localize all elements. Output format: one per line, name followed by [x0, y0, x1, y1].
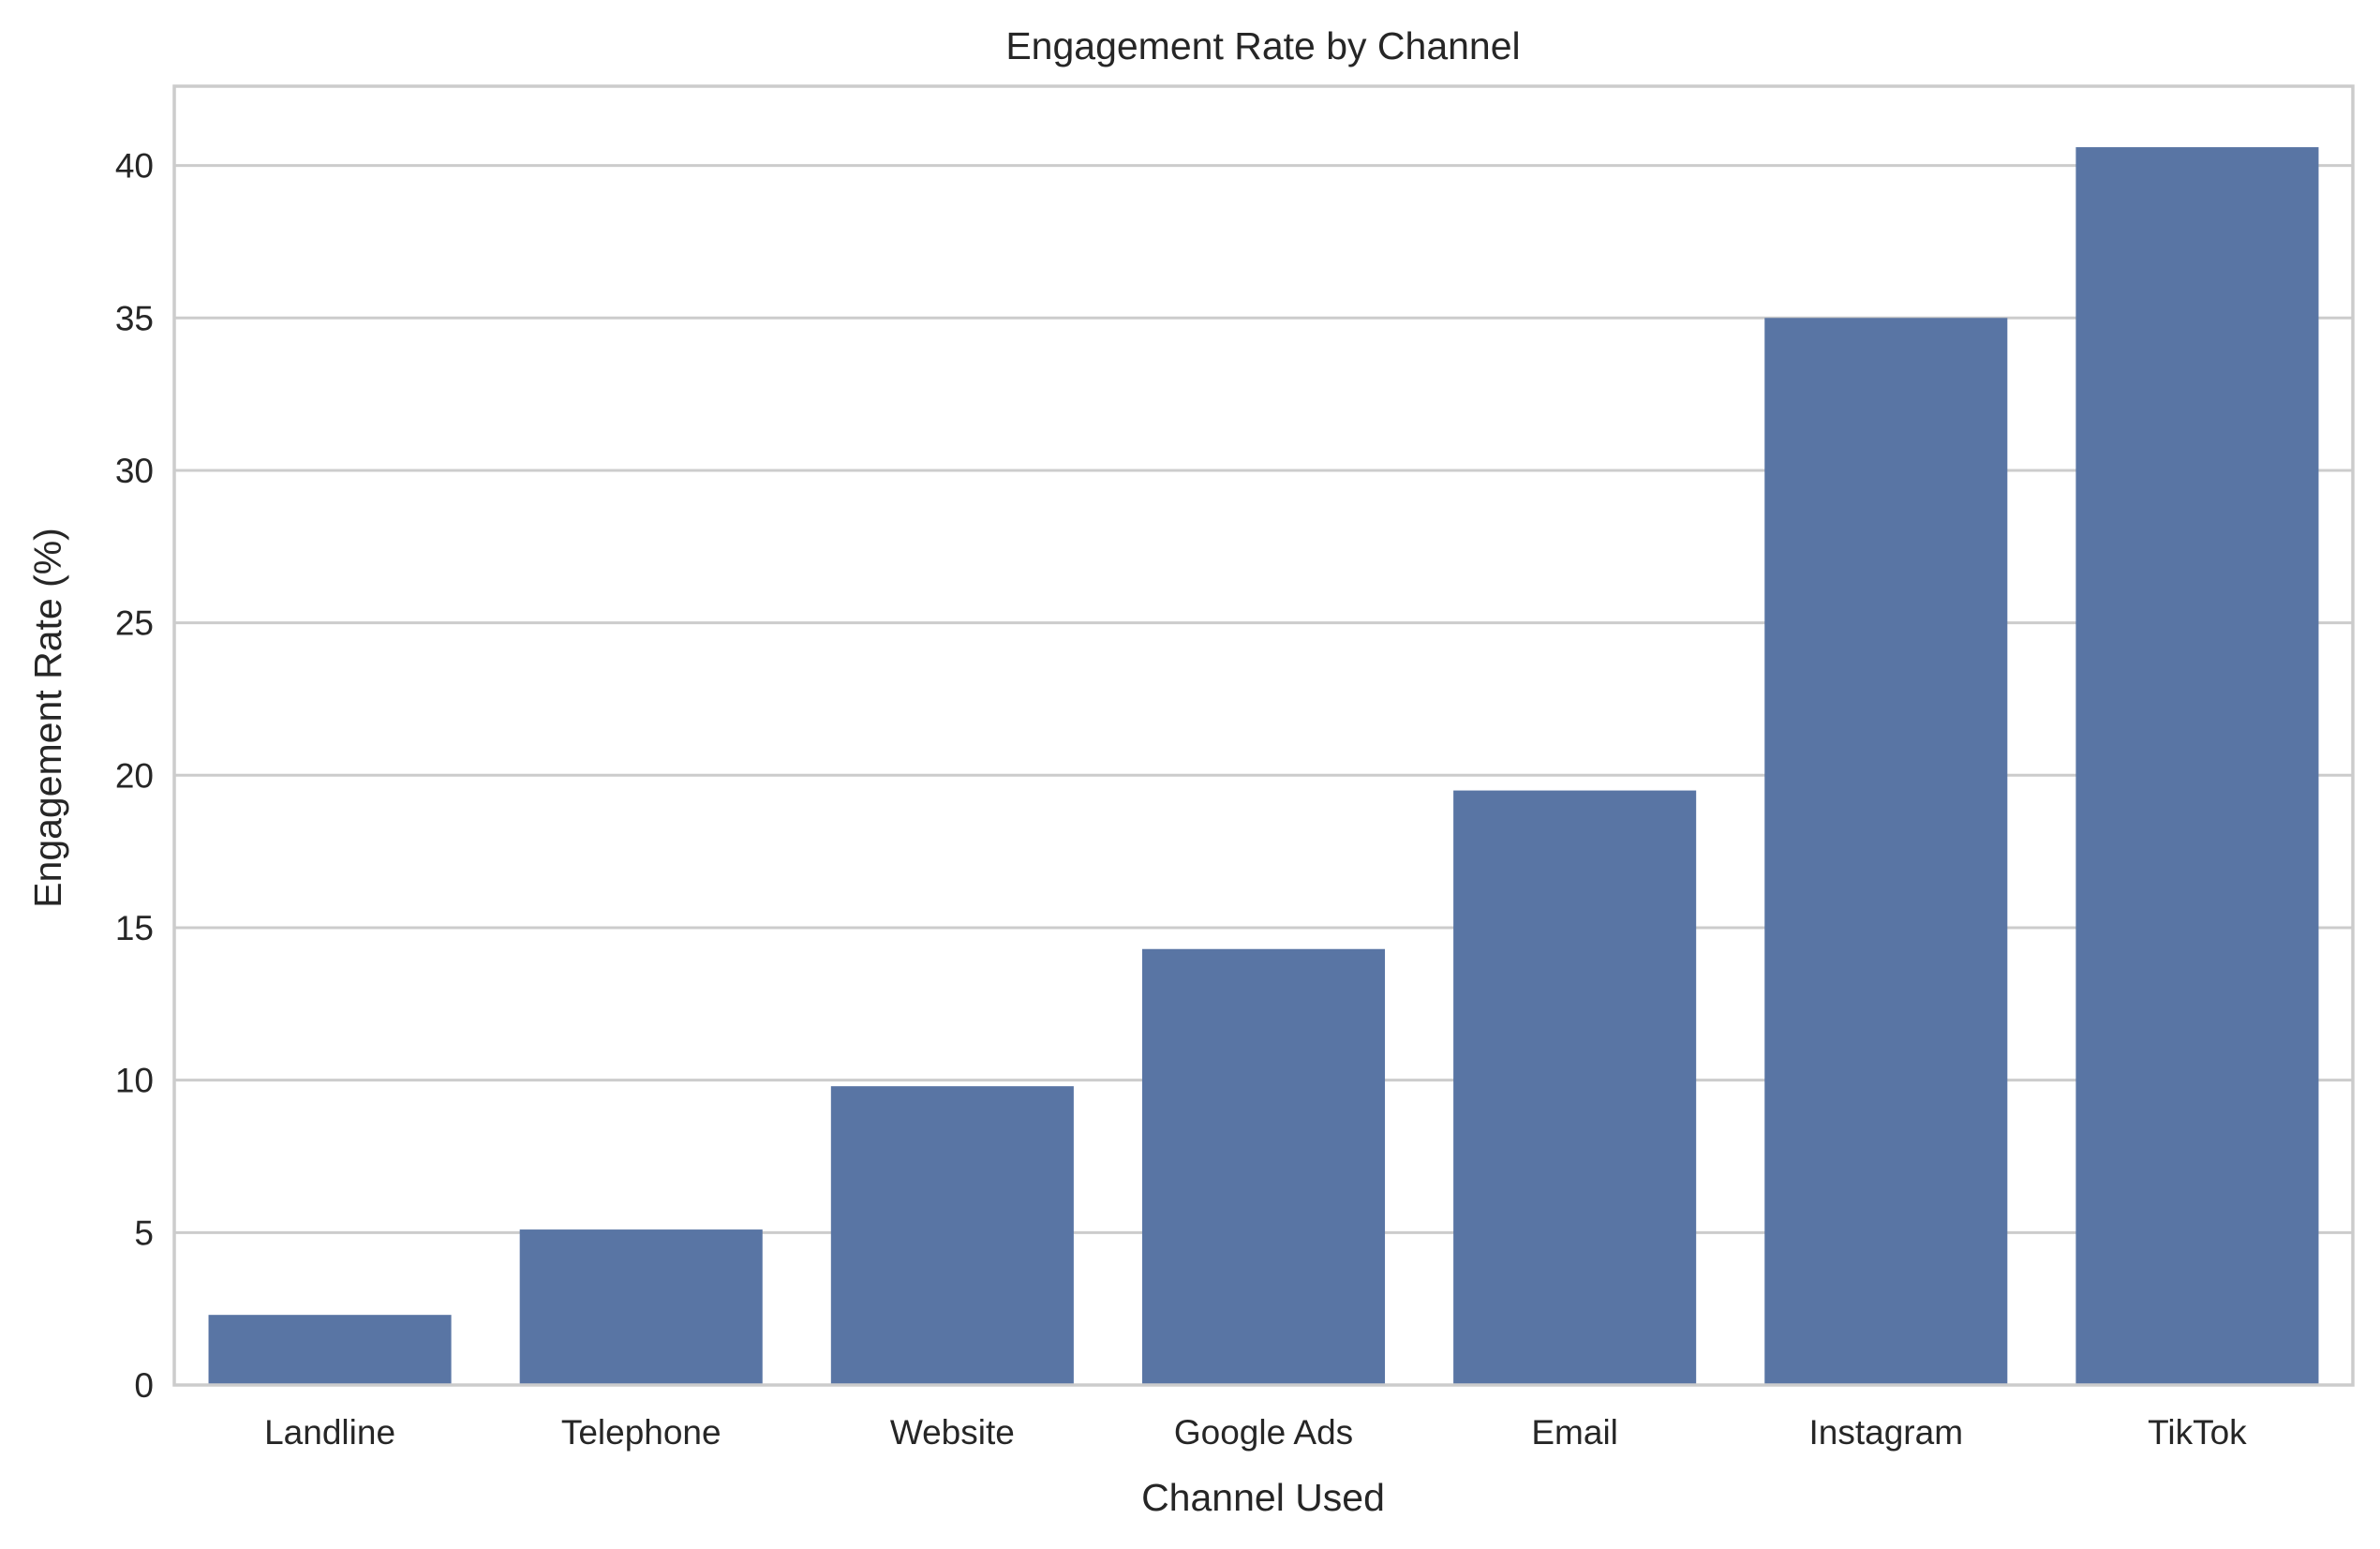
- plot-frame: [172, 84, 2355, 1387]
- x-tick-label: Landline: [264, 1413, 395, 1452]
- y-tick-label: 5: [134, 1214, 154, 1252]
- bar-google-ads: [1141, 948, 1386, 1385]
- y-tick-label: 10: [115, 1062, 154, 1100]
- y-tick-label: 15: [115, 909, 154, 947]
- x-tick-label: Website: [890, 1413, 1015, 1452]
- bar-website: [830, 1086, 1074, 1385]
- bar-email: [1453, 790, 1697, 1385]
- bar-instagram: [1764, 318, 2008, 1386]
- bar-telephone: [519, 1229, 763, 1385]
- x-tick-label: Email: [1531, 1413, 1618, 1452]
- y-tick-labels: 0 5 10 15 20 25 30 35 40: [115, 147, 154, 1405]
- x-tick-label: Instagram: [1809, 1413, 1964, 1452]
- x-tick-label: Telephone: [561, 1413, 721, 1452]
- y-tick-label: 30: [115, 452, 154, 490]
- bar-landline: [208, 1315, 452, 1385]
- chart-title: Engagement Rate by Channel: [1005, 24, 1520, 67]
- y-axis-label: Engagement Rate (%): [26, 528, 69, 908]
- bars: [208, 147, 2319, 1386]
- bar-tiktok: [2075, 147, 2319, 1385]
- y-tick-label: 35: [115, 299, 154, 337]
- y-tick-label: 0: [134, 1366, 154, 1405]
- y-tick-label: 25: [115, 604, 154, 643]
- x-tick-labels: Landline Telephone Website Google Ads Email I…: [264, 1413, 2247, 1452]
- y-tick-label: 40: [115, 147, 154, 186]
- x-tick-label: Google Ads: [1174, 1413, 1353, 1452]
- y-tick-label: 20: [115, 756, 154, 795]
- x-tick-label: TikTok: [2148, 1413, 2247, 1452]
- x-axis-label: Channel Used: [1141, 1476, 1385, 1519]
